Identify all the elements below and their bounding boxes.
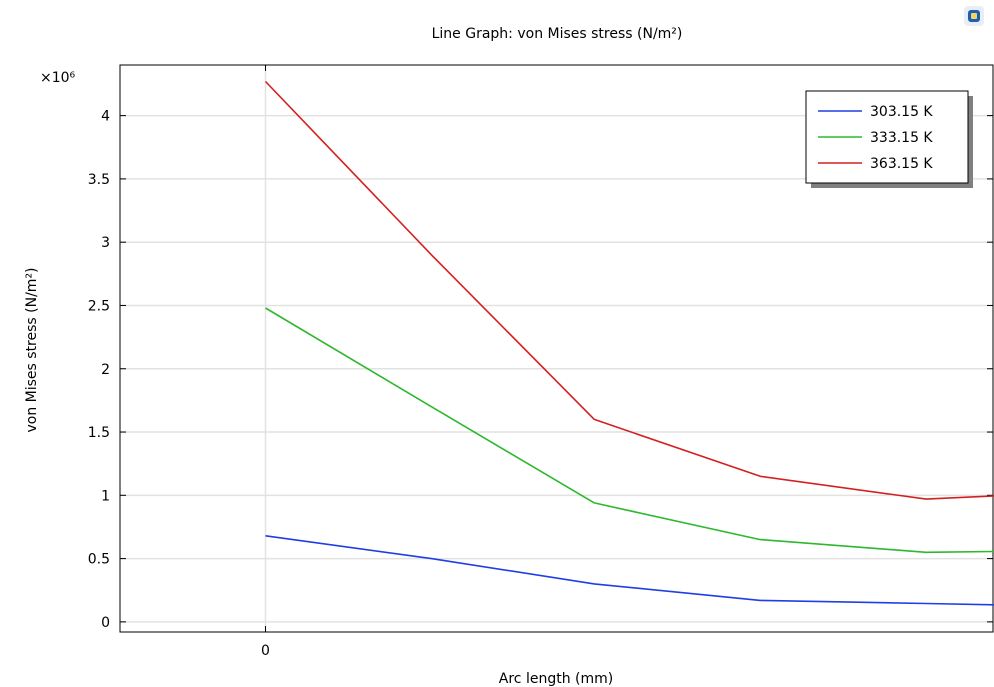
chart-title: Line Graph: von Mises stress (N/m²) (432, 26, 683, 42)
y-tick-label: 3.5 (88, 172, 110, 188)
series-line-333-15-k (265, 307, 994, 554)
y-tick-label: 1.5 (88, 425, 110, 441)
x-axis-label: Arc length (mm) (499, 671, 613, 687)
y-axis-ticks: 0 0.5 1 1.5 2 2.5 3 3.5 4 (88, 109, 993, 631)
plot-frame (119, 64, 994, 633)
series-lines (264, 80, 994, 606)
y-axis-label: von Mises stress (N/m²) (24, 267, 40, 432)
y-axis-multiplier: ×10⁶ (40, 70, 76, 86)
series-line-363-15-k (264, 80, 994, 500)
legend-label: 333.15 K (870, 130, 933, 146)
y-tick-label: 3 (101, 235, 110, 251)
y-tick-label: 2 (101, 362, 110, 378)
legend: 303.15 K 333.15 K 363.15 K (805, 90, 973, 188)
y-tick-label: 0 (101, 615, 110, 631)
y-tick-label: 0.5 (88, 552, 110, 568)
legend-label: 363.15 K (870, 156, 933, 172)
y-tick-label: 4 (101, 109, 110, 125)
x-tick-label: 0 (261, 643, 270, 659)
x-axis-ticks: 00.0050.010.0150.02 (261, 65, 270, 659)
y-tick-label: 2.5 (88, 298, 110, 314)
legend-label: 303.15 K (870, 104, 933, 120)
series-line-303-15-k (265, 535, 994, 606)
comsol-logo-icon[interactable] (964, 6, 984, 26)
y-tick-label: 1 (101, 488, 110, 504)
